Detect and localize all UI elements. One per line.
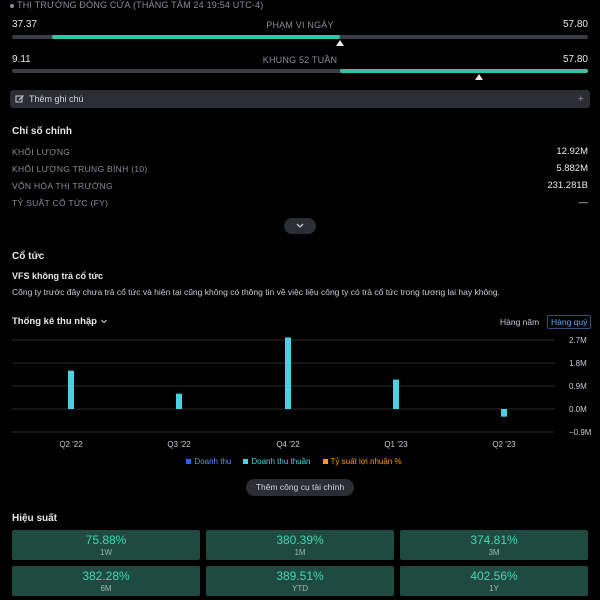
performance-title: Hiệu suất: [12, 513, 58, 524]
income-dropdown[interactable]: Thống kê thu nhập: [12, 316, 108, 327]
stat-label: KHỐI LƯỢNG TRUNG BÌNH (10): [12, 164, 148, 174]
day-range-low: 37.37: [12, 19, 38, 30]
performance-card: 382.28% 6M: [12, 566, 200, 596]
performance-card: 374.81% 3M: [400, 530, 588, 560]
chart-bar[interactable]: [68, 370, 74, 409]
chevron-down-icon: [100, 320, 107, 324]
y-tick-label: 2.7M: [569, 336, 587, 345]
legend-item[interactable]: Doanh thu: [186, 457, 231, 466]
stat-label: KHỐI LƯỢNG: [12, 147, 71, 157]
y-tick-label: 1.8M: [569, 359, 587, 368]
more-financial-tools-button[interactable]: Thêm công cụ tài chính: [246, 479, 354, 496]
legend-label: Doanh thu thuần: [251, 457, 311, 466]
chevron-down-icon: [296, 223, 304, 228]
performance-value: 380.39%: [276, 533, 324, 547]
add-note-label: Thêm ghi chú: [29, 94, 84, 104]
chart-bar[interactable]: [393, 379, 399, 409]
dividends-subtitle: VFS không trả cổ tức: [12, 271, 104, 281]
stat-label: TỶ SUẤT CỔ TỨC (FY): [12, 198, 109, 208]
stat-value: 231.281B: [547, 180, 588, 191]
performance-value: 374.81%: [470, 533, 518, 547]
legend-label: Doanh thu: [194, 457, 232, 466]
legend-swatch-icon: [322, 459, 328, 465]
legend-item[interactable]: Doanh thu thuần: [243, 457, 311, 466]
stat-label: VỐN HÓA THỊ TRƯỜNG: [12, 181, 113, 191]
day-range-high: 57.80: [562, 19, 588, 30]
chart-bar[interactable]: [501, 409, 507, 417]
y-tick-label: 0.9M: [569, 382, 587, 391]
income-title: Thống kê thu nhập: [12, 316, 97, 327]
week52-fill: [340, 69, 588, 73]
dividends-description: Công ty trước đây chưa trả cổ tức và hiệ…: [12, 287, 500, 297]
week52-track: [12, 69, 588, 73]
performance-card: 380.39% 1M: [206, 530, 394, 560]
x-tick-label: Q4 '22: [276, 440, 300, 449]
market-status: THỊ TRƯỜNG ĐÓNG CỬA (THÁNG TÁM 24 19:54 …: [10, 0, 264, 10]
legend-item[interactable]: Tỷ suất lợi nhuận %: [322, 457, 402, 466]
week52-low: 9.11: [12, 54, 31, 65]
expand-stats-button[interactable]: [284, 218, 316, 234]
plus-icon: +: [577, 93, 584, 105]
add-note-button[interactable]: Thêm ghi chú +: [10, 90, 590, 108]
performance-period: 1W: [100, 548, 112, 557]
performance-card: 402.56% 1Y: [400, 566, 588, 596]
performance-card: 75.88% 1W: [12, 530, 200, 560]
stat-value: 12.92M: [556, 146, 588, 157]
x-tick-label: Q1 '23: [384, 440, 408, 449]
legend-swatch-icon: [186, 459, 192, 465]
stat-value: —: [578, 197, 589, 208]
stat-value: 5.882M: [556, 163, 588, 174]
tab-annual[interactable]: Hàng năm: [500, 317, 540, 327]
performance-value: 389.51%: [276, 569, 324, 583]
performance-period: 6M: [100, 584, 112, 593]
week52-label: KHUNG 52 TUẦN: [262, 55, 338, 65]
day-range-fill: [52, 35, 341, 39]
status-dot-icon: [10, 3, 14, 8]
week52-marker: [474, 74, 483, 80]
x-tick-label: Q2 '22: [59, 440, 83, 449]
performance-period: 1M: [294, 548, 306, 557]
income-chart: 2.7M 1.8M 0.9M 0.0M −0.9M Q2 '22 Q3 '22 Q4 '22 Q…: [12, 336, 592, 449]
edit-icon: [15, 95, 24, 103]
performance-value: 75.88%: [85, 533, 127, 547]
chart-legend: Doanh thu Doanh thu thuần Tỷ suất lợi nhuậ…: [0, 457, 600, 466]
x-tick-label: Q2 '23: [492, 440, 516, 449]
dividends-title: Cổ tức: [12, 251, 45, 262]
legend-swatch-icon: [243, 459, 249, 465]
day-range-label: PHẠM VI NGÀY: [266, 20, 334, 30]
y-tick-label: 0.0M: [569, 405, 587, 414]
performance-period: 3M: [488, 548, 500, 557]
performance-value: 382.28%: [82, 569, 130, 583]
key-stats-title: Chỉ số chính: [12, 126, 72, 137]
chart-bar[interactable]: [176, 393, 182, 409]
day-range-marker: [336, 40, 345, 46]
performance-card: 389.51% YTD: [206, 566, 394, 596]
legend-label: Tỷ suất lợi nhuận %: [330, 457, 402, 466]
x-tick-label: Q3 '22: [167, 440, 191, 449]
tab-quarterly[interactable]: Hàng quý: [547, 315, 592, 329]
y-tick-label: −0.9M: [569, 428, 592, 437]
performance-value: 402.56%: [470, 569, 518, 583]
performance-period: 1Y: [489, 584, 499, 593]
performance-period: YTD: [292, 584, 308, 593]
chart-bar[interactable]: [285, 337, 291, 409]
market-timestamp: (THÁNG TÁM 24 19:54 UTC-4): [132, 0, 264, 10]
week52-high: 57.80: [562, 54, 588, 65]
